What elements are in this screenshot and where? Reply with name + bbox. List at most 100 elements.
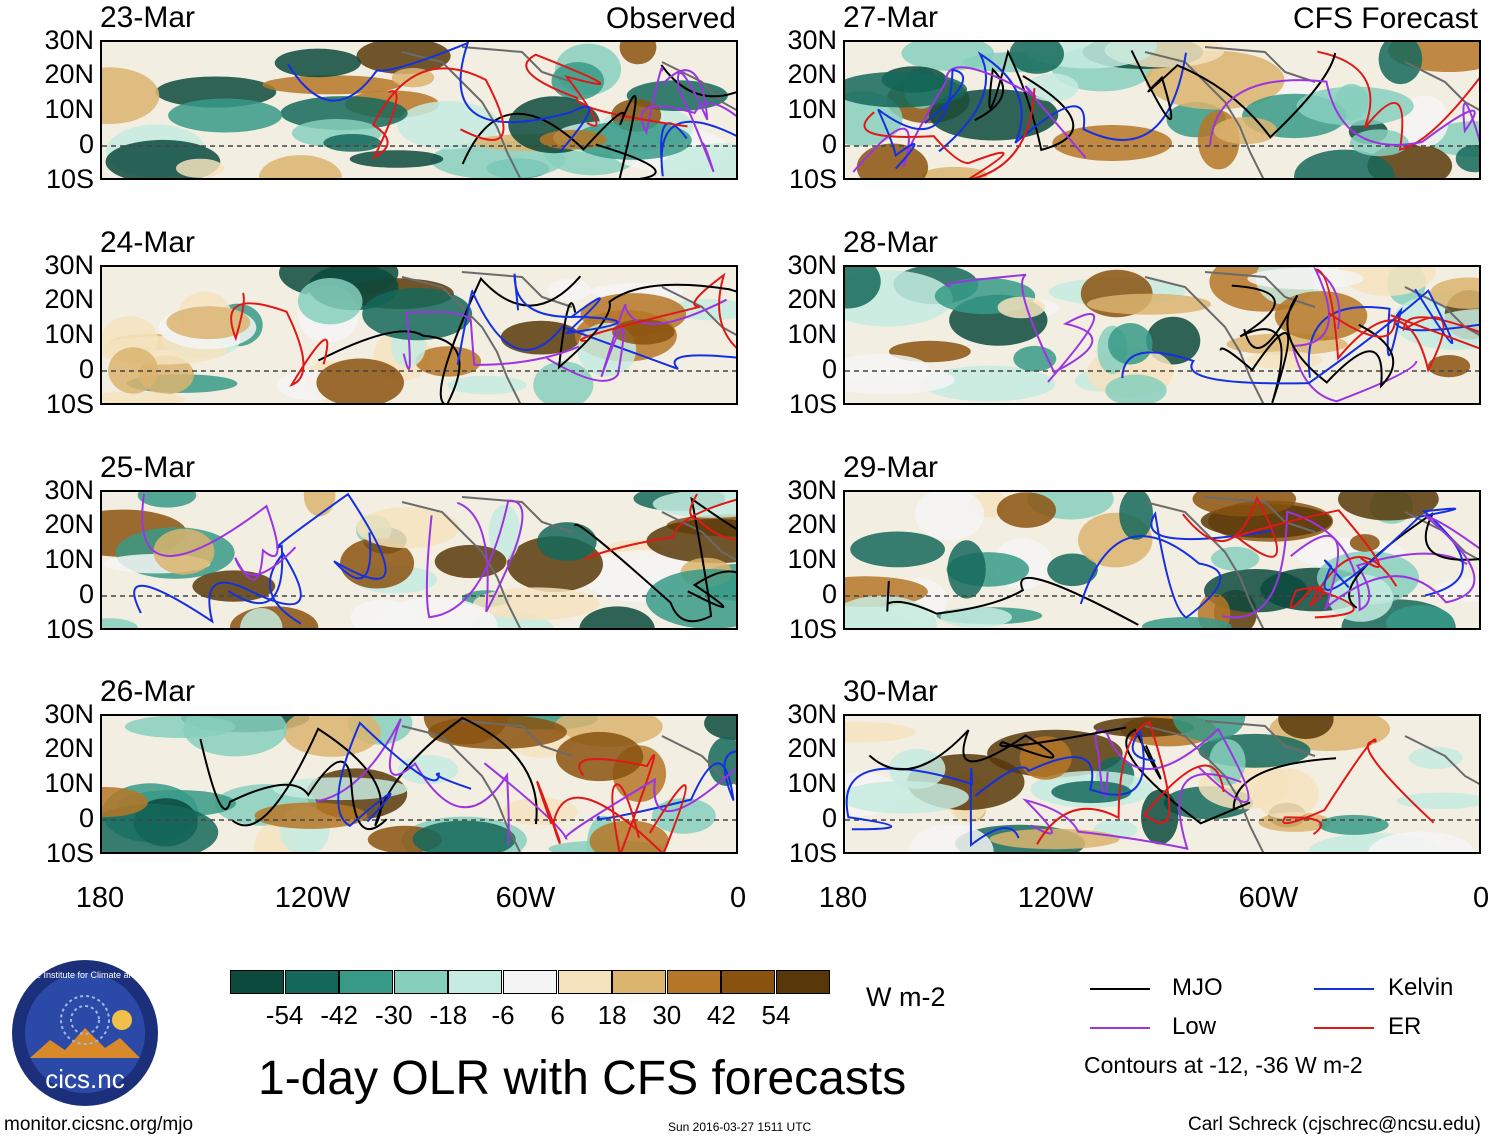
colorbar-value: 30 <box>652 1000 682 1030</box>
legend-mjo-label: MJO <box>1172 974 1223 1001</box>
svg-text:Cooperative Institute for Clim: Cooperative Institute for Climate and Sa… <box>10 970 160 980</box>
latitude-label: 10N <box>44 544 94 574</box>
forecast-header: CFS Forecast <box>1292 2 1478 35</box>
colorbar-value: 54 <box>761 1000 791 1030</box>
colorbar-value: -42 <box>320 1000 358 1030</box>
legend-kelvin-line <box>1314 988 1374 990</box>
colorbar-swatch <box>284 970 339 994</box>
latitude-label: 20N <box>44 59 94 89</box>
latitude-label: 0 <box>821 129 837 159</box>
latitude-label: 10N <box>787 319 837 349</box>
map-panel <box>843 714 1481 854</box>
latitude-label: 10N <box>44 94 94 124</box>
latitude-label: 20N <box>787 733 837 763</box>
latitude-label: 20N <box>44 509 94 539</box>
longitude-label: 60W <box>495 882 556 914</box>
legend-kelvin-label: Kelvin <box>1388 974 1454 1001</box>
panel-date: 24-Mar <box>100 226 196 259</box>
map-panel <box>100 490 738 630</box>
latitude-label: 10S <box>788 614 837 644</box>
colorbar-swatch <box>448 970 503 994</box>
longitude-label: 120W <box>274 882 351 914</box>
latitude-label: 10N <box>787 94 837 124</box>
latitude-label: 20N <box>787 509 837 539</box>
latitude-label: 10S <box>45 389 94 419</box>
svg-text:cics.nc: cics.nc <box>45 1064 124 1094</box>
latitude-label: 0 <box>78 803 94 833</box>
figure-title: 1-day OLR with CFS forecasts <box>258 1052 907 1105</box>
latitude-label: 30N <box>787 25 837 55</box>
map-panel <box>843 490 1481 630</box>
latitude-label: 10N <box>787 544 837 574</box>
latitude-label: 30N <box>44 475 94 505</box>
latitude-label: 20N <box>44 733 94 763</box>
legend-er-line <box>1314 1027 1374 1029</box>
colorbar-swatch <box>230 970 284 994</box>
latitude-label: 0 <box>78 129 94 159</box>
latitude-label: 10S <box>788 164 837 194</box>
map-panel <box>843 265 1481 405</box>
colorbar-swatch <box>557 970 612 994</box>
latitude-label: 10N <box>44 319 94 349</box>
colorbar-value: 18 <box>597 1000 627 1030</box>
legend-low-label: Low <box>1172 1013 1217 1040</box>
colorbar-value: -6 <box>491 1000 515 1030</box>
latitude-label: 0 <box>821 354 837 384</box>
latitude-label: 30N <box>44 25 94 55</box>
latitude-label: 30N <box>787 699 837 729</box>
longitude-label: 180 <box>75 882 125 914</box>
map-panel <box>100 714 738 854</box>
longitude-label: 60W <box>1238 882 1299 914</box>
latitude-label: 0 <box>821 579 837 609</box>
panel-date: 30-Mar <box>843 675 939 708</box>
colorbar-value: 42 <box>706 1000 736 1030</box>
panel-date: 28-Mar <box>843 226 939 259</box>
latitude-label: 30N <box>44 699 94 729</box>
map-panel <box>100 40 738 180</box>
longitude-label: 120W <box>1017 882 1094 914</box>
panel-date: 27-Mar <box>843 1 939 34</box>
footer-url[interactable]: monitor.cicsnc.org/mjo <box>4 1114 194 1135</box>
latitude-label: 30N <box>787 250 837 280</box>
latitude-label: 0 <box>78 579 94 609</box>
latitude-label: 10S <box>45 614 94 644</box>
longitude-label: 0 <box>730 882 747 914</box>
footer-timestamp: Sun 2016-03-27 1511 UTC <box>668 1120 812 1134</box>
latitude-label: 10S <box>45 164 94 194</box>
cics-logo: Cooperative Institute for Climate and Sa… <box>0 958 178 1108</box>
latitude-label: 10S <box>788 389 837 419</box>
latitude-label: 10S <box>788 838 837 868</box>
latitude-label: 30N <box>44 250 94 280</box>
latitude-label: 0 <box>78 354 94 384</box>
colorbar-swatch <box>666 970 721 994</box>
legend-mjo-line <box>1090 988 1150 990</box>
latitude-label: 10N <box>44 768 94 798</box>
colorbar-swatch <box>393 970 448 994</box>
map-panel <box>100 265 738 405</box>
colorbar-value: -18 <box>429 1000 468 1030</box>
colorbar-value: -30 <box>375 1000 413 1030</box>
observed-header: Observed <box>605 2 736 35</box>
colorbar-swatch <box>503 970 557 994</box>
colorbar-value: -54 <box>265 1000 304 1030</box>
latitude-label: 20N <box>787 59 837 89</box>
map-panel <box>843 40 1481 180</box>
colorbar-swatch <box>339 970 394 994</box>
panel-date: 29-Mar <box>843 451 939 484</box>
panel-date: 26-Mar <box>100 675 196 708</box>
latitude-label: 20N <box>44 284 94 314</box>
legend-low-line <box>1090 1027 1150 1029</box>
legend-note: Contours at -12, -36 W m-2 <box>1084 1052 1363 1078</box>
latitude-label: 20N <box>787 284 837 314</box>
panel-date: 25-Mar <box>100 451 196 484</box>
colorbar-swatch <box>612 970 667 994</box>
longitude-label: 180 <box>818 882 868 914</box>
colorbar-swatch <box>721 970 776 994</box>
latitude-label: 30N <box>787 475 837 505</box>
latitude-label: 10N <box>787 768 837 798</box>
legend-er-label: ER <box>1388 1013 1422 1040</box>
longitude-label: 0 <box>1473 882 1490 914</box>
latitude-label: 0 <box>821 803 837 833</box>
colorbar-value: 6 <box>550 1000 565 1030</box>
latitude-label: 10S <box>45 838 94 868</box>
